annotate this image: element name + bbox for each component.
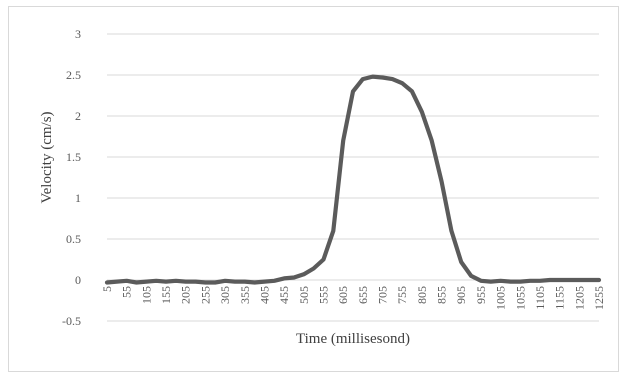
x-tick-label: 305 [218,286,232,304]
y-tick-label: 1.5 [66,150,81,164]
y-tick-label: 2.5 [66,68,81,82]
x-axis-title: Time (millisesond) [296,331,410,347]
x-tick-label: 905 [454,286,468,304]
x-tick-label: 805 [415,286,429,304]
y-tick-label: -0.5 [62,314,81,328]
gridlines [107,33,599,322]
y-tick-label: 3 [75,27,81,41]
y-axis-title: Velocity (cm/s) [39,111,55,203]
x-tick-labels: 5 55 105 155 205 255 305 355 405 455 505 555 605 655 7… [100,286,606,310]
x-tick-label: 755 [395,286,409,304]
x-tick-label: 655 [356,286,370,304]
x-tick-label: 355 [238,286,252,304]
y-tick-label: 0.5 [66,232,81,246]
series-layer [104,74,602,285]
x-tick-label: 1155 [553,286,567,310]
x-tick-label: 555 [316,286,330,304]
x-tick-label: 1005 [494,286,508,310]
chart-frame: -0.5 0 0.5 1 1.5 2 2.5 3 5 55 105 155 205 255 305 355 4… [8,6,619,372]
x-tick-label: 855 [435,286,449,304]
x-tick-label: 1205 [572,286,586,310]
x-tick-label: 55 [120,286,134,298]
x-tick-label: 955 [474,286,488,304]
x-tick-label: 1105 [533,286,547,310]
x-tick-label: 5 [100,286,114,292]
x-tick-label: 155 [159,286,173,304]
x-tick-label: 255 [198,286,212,304]
x-tick-label: 505 [297,286,311,304]
x-tick-label: 705 [376,286,390,304]
x-tick-label: 1055 [513,286,527,310]
y-tick-label: 0 [75,273,81,287]
y-tick-label: 2 [75,109,81,123]
velocity-line-chart: -0.500.511.522.53 5 55 105 155 205 255 305 355 4… [39,27,606,347]
x-tick-label: 205 [179,286,193,304]
series-line-0 [104,74,602,285]
x-tick-label: 105 [139,286,153,304]
x-tick-label: 1255 [592,286,606,310]
x-tick-label: 455 [277,286,291,304]
y-tick-labels: -0.5 0 0.5 1 1.5 2 2.5 3 [62,27,81,328]
y-tick-label: 1 [75,191,81,205]
x-tick-label: 605 [336,286,350,304]
x-tick-label: 405 [257,286,271,304]
